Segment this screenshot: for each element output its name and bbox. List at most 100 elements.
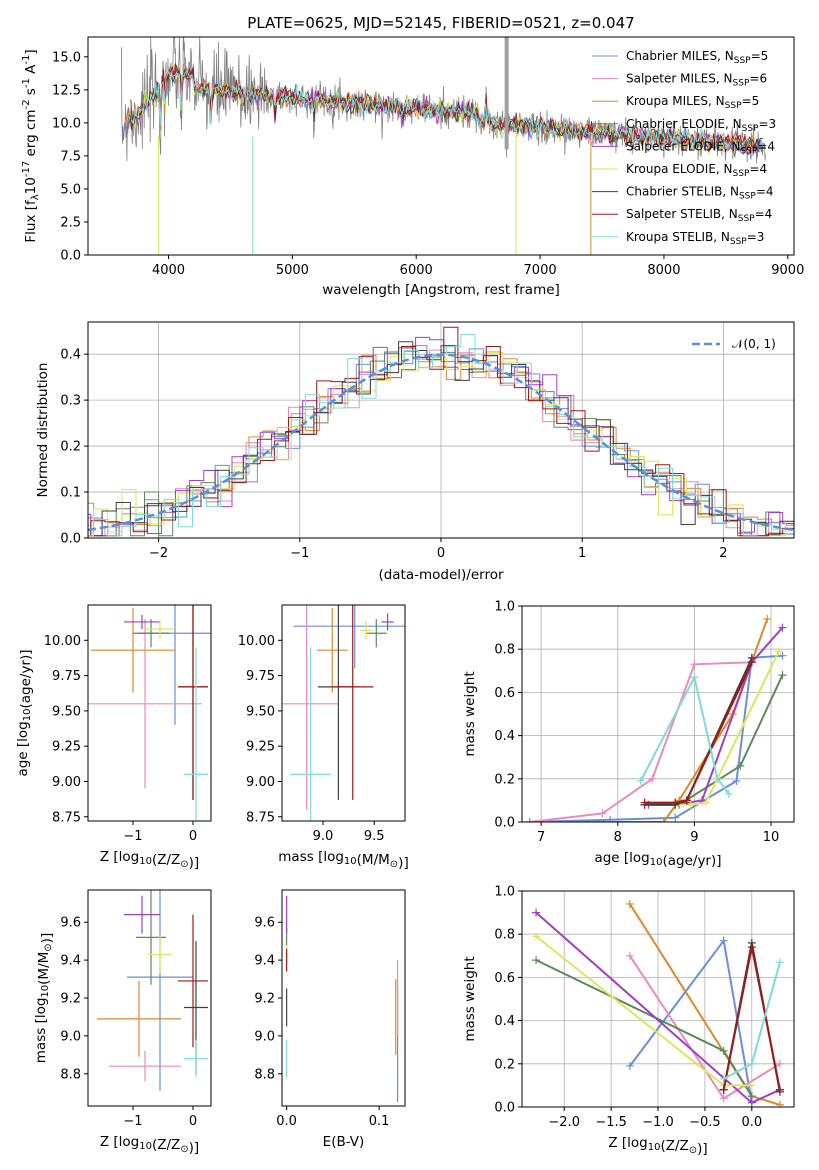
point-8 <box>184 1039 208 1078</box>
x-tick-label: 4000 <box>152 263 185 278</box>
y-tick-label: 0.4 <box>60 348 81 363</box>
x-axis-label: Z [log10(Z/Z⊙)] <box>100 1134 199 1156</box>
weight-marker <box>625 951 634 960</box>
y-tick-label: 0.4 <box>494 729 515 744</box>
weight-marker <box>747 1081 756 1090</box>
weight-line <box>644 661 753 804</box>
weight-line <box>639 674 730 795</box>
x-tick-label: 8000 <box>647 263 680 278</box>
y-tick-label: 9.00 <box>246 775 275 790</box>
x-tick-label: 7 <box>537 830 545 845</box>
weight-marker <box>774 647 783 656</box>
y-tick-label: 1.0 <box>494 885 515 900</box>
x-axis-label: age [log10(age/yr)] <box>594 850 721 869</box>
x-tick-label: 0 <box>189 1114 197 1129</box>
weight-marker <box>719 1046 728 1055</box>
weight-marker <box>775 1085 784 1094</box>
x-tick-label: 0.1 <box>369 1114 390 1129</box>
point-3 <box>136 890 166 985</box>
weight-marker <box>671 798 680 807</box>
weight-marker <box>747 1098 756 1107</box>
x-tick-label: −1 <box>123 1114 142 1129</box>
x-tick-label: 9000 <box>771 263 804 278</box>
y-tick-label: 9.25 <box>52 740 81 755</box>
spectrum-lines <box>121 37 766 255</box>
legend-label-2: Kroupa MILES, NSSP=5 <box>626 94 759 111</box>
weight-line <box>535 959 753 1097</box>
point-1 <box>88 619 202 789</box>
y-tick-label: 8.8 <box>254 1067 275 1082</box>
y-tick-label: 9.0 <box>254 1029 275 1044</box>
panel-0: 4000 5000 6000 7000 8000 9000 0.0 2.5 5.0 7.5 10.0… <box>52 36 804 278</box>
weight-marker <box>724 789 733 798</box>
chart-title: PLATE=0625, MJD=52145, FIBERID=0521, z=0… <box>247 14 634 32</box>
normal-curve <box>88 353 794 532</box>
legend-label-0: Chabrier MILES, NSSP=5 <box>626 49 768 66</box>
legend-label-5: Kroupa ELODIE, NSSP=4 <box>626 162 767 179</box>
weight-line <box>535 935 752 1087</box>
weight-series-8 <box>636 673 733 798</box>
weight-series-5 <box>532 932 756 1090</box>
weight-marker <box>763 614 772 623</box>
axes-frame <box>87 36 795 256</box>
point-5 <box>359 620 373 641</box>
point-5 <box>145 619 175 639</box>
y-tick-label: 9.6 <box>254 916 275 931</box>
y-tick-label: 0.2 <box>494 1057 515 1072</box>
x-axis-label: (data-model)/error <box>378 567 504 583</box>
y-tick-label: 9.50 <box>246 704 275 719</box>
y-tick-label: 10.0 <box>52 116 81 131</box>
y-tick-label: 2.5 <box>60 215 81 230</box>
weight-marker <box>606 815 615 822</box>
x-tick-label: 1 <box>578 546 586 561</box>
panel-4: 7 8 9 10 0.0 0.2 0.4 0.6 0.8 1.0 <box>494 600 795 845</box>
y-tick-label: 0.6 <box>494 971 515 986</box>
weight-marker <box>532 908 541 917</box>
weight-marker <box>778 651 787 660</box>
x-tick-label: 2 <box>719 546 727 561</box>
weight-line <box>529 661 752 822</box>
x-axis-label: mass [log10(M/M⊙)] <box>278 849 408 871</box>
weight-marker <box>747 943 756 952</box>
weight-marker <box>719 936 728 945</box>
x-axis-label: wavelength [Angstrom, rest frame] <box>322 282 560 298</box>
y-tick-label: 1.0 <box>494 600 515 615</box>
model-spectrum-8 <box>131 69 754 150</box>
weight-lines <box>525 614 787 822</box>
point-5 <box>148 935 172 974</box>
y-tick-label: 0.6 <box>494 686 515 701</box>
x-tick-label: 8 <box>614 830 622 845</box>
x-tick-label: 0 <box>437 546 445 561</box>
weight-marker <box>532 956 541 965</box>
legend: Chabrier MILES, NSSP=5 Salpeter MILES, NS… <box>592 49 776 247</box>
point-7 <box>178 914 208 1048</box>
weight-marker <box>778 671 787 680</box>
point-1 <box>109 1051 181 1082</box>
axes-frame <box>281 889 406 1107</box>
y-tick-label: 9.2 <box>254 992 275 1007</box>
x-tick-label: 6000 <box>400 263 433 278</box>
x-tick-label: 10 <box>763 830 780 845</box>
y-tick-label: 8.75 <box>52 810 81 825</box>
weight-marker <box>778 623 787 632</box>
point-3 <box>366 619 387 648</box>
y-tick-label: 0.4 <box>494 1014 515 1029</box>
y-tick-label: 5.0 <box>60 182 81 197</box>
error-bars <box>97 890 208 1091</box>
weight-marker <box>775 958 784 967</box>
panel-6: 0.0 0.1 8.8 9.0 9.2 9.4 9.6 <box>254 889 406 1129</box>
weight-marker <box>636 776 645 785</box>
weight-marker <box>713 774 722 783</box>
point-2 <box>316 607 348 693</box>
y-axis-label: age [log10(age/yr)] <box>15 649 34 776</box>
point-4 <box>381 613 394 631</box>
y-tick-label: 9.00 <box>52 775 81 790</box>
y-tick-label: 0.0 <box>60 249 81 264</box>
x-tick-label: −2.0 <box>548 1115 580 1130</box>
weight-series-2 <box>525 614 772 822</box>
weight-series-1 <box>625 951 784 1103</box>
y-tick-label: 10.00 <box>238 634 275 649</box>
weight-line <box>675 650 780 806</box>
point-8 <box>290 647 332 821</box>
